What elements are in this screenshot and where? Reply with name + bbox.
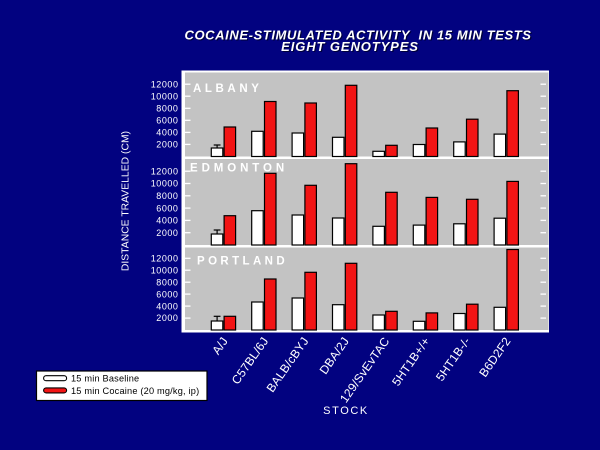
svg-text:10000: 10000 xyxy=(151,179,179,189)
svg-text:EIGHT GENOTYPES: EIGHT GENOTYPES xyxy=(281,39,419,54)
svg-text:15 min Cocaine (20 mg/kg, ip): 15 min Cocaine (20 mg/kg, ip) xyxy=(71,386,199,396)
svg-text:10000: 10000 xyxy=(151,92,179,102)
svg-text:12000: 12000 xyxy=(151,166,179,176)
svg-text:2000: 2000 xyxy=(156,313,178,323)
svg-text:6000: 6000 xyxy=(156,289,178,299)
svg-text:4000: 4000 xyxy=(156,216,178,226)
svg-text:15 min Baseline: 15 min Baseline xyxy=(71,374,139,384)
svg-text:8000: 8000 xyxy=(156,191,178,201)
svg-text:6000: 6000 xyxy=(156,203,178,213)
svg-text:STOCK: STOCK xyxy=(323,405,369,417)
svg-text:6000: 6000 xyxy=(156,116,178,126)
svg-text:4000: 4000 xyxy=(156,128,178,138)
svg-text:12000: 12000 xyxy=(151,79,179,89)
svg-text:10000: 10000 xyxy=(151,265,179,275)
svg-text:EIGHT GENOTYPES: EIGHT GENOTYPES xyxy=(282,40,420,55)
svg-text:2000: 2000 xyxy=(156,140,178,150)
svg-text:EDMONTON: EDMONTON xyxy=(190,163,288,175)
svg-text:DISTANCE TRAVELLED (CM): DISTANCE TRAVELLED (CM) xyxy=(121,131,132,271)
svg-text:12000: 12000 xyxy=(151,254,179,264)
svg-text:8000: 8000 xyxy=(156,104,178,114)
svg-text:COCAINE-STIMULATED ACTIVITY I: COCAINE-STIMULATED ACTIVITY IN 15 MIN TE… xyxy=(186,29,533,44)
svg-text:COCAINE-STIMULATED ACTIVITY I: COCAINE-STIMULATED ACTIVITY IN 15 MIN TE… xyxy=(184,28,531,43)
svg-text:8000: 8000 xyxy=(156,277,178,287)
svg-text:ALBANY: ALBANY xyxy=(193,83,263,95)
svg-text:2000: 2000 xyxy=(156,228,178,238)
svg-text:PORTLAND: PORTLAND xyxy=(197,256,288,268)
svg-text:4000: 4000 xyxy=(156,301,178,311)
